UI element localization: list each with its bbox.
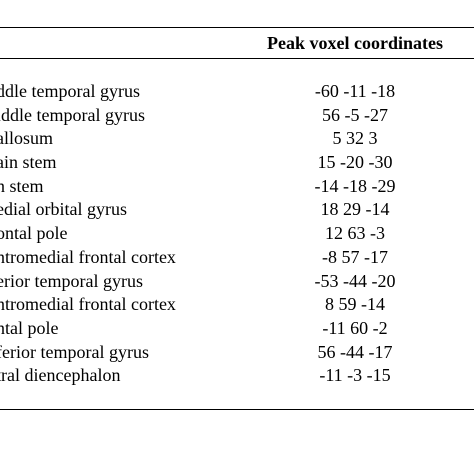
coordinates-cell: 8 59 -14 <box>325 294 385 315</box>
table-header-rule <box>0 58 474 59</box>
coordinates-cell: 5 32 3 <box>332 128 378 149</box>
coordinates-cell: 15 -20 -30 <box>317 152 393 173</box>
region-cell: ferior temporal gyrus <box>0 341 149 362</box>
coordinates-cell: -11 60 -2 <box>322 317 388 338</box>
coordinates-cell: -53 -44 -20 <box>314 270 396 291</box>
region-cell: erior temporal gyrus <box>0 270 143 291</box>
coordinates-cell: 56 -44 -17 <box>317 341 393 362</box>
coordinates-cell: 56 -5 -27 <box>322 104 388 125</box>
table-row: iddle temporal gyrus 56 -5 -27 <box>0 104 474 128</box>
table-row: ntal pole -11 60 -2 <box>0 317 474 341</box>
region-cell: allosum <box>0 128 53 149</box>
table-row: erior temporal gyrus -53 -44 -20 <box>0 270 474 294</box>
coordinates-cell: 18 29 -14 <box>320 199 390 220</box>
region-cell: ddle temporal gyrus <box>0 81 140 101</box>
table-row: ontal pole 12 63 -3 <box>0 222 474 246</box>
column-header-peak-voxel-coordinates: Peak voxel coordinates <box>267 33 443 53</box>
region-cell: ontal pole <box>0 223 68 244</box>
region-cell: ain stem <box>0 152 57 173</box>
region-cell: ntromedial frontal cortex <box>0 294 176 315</box>
coordinates-cell: -14 -18 -29 <box>314 175 396 196</box>
region-cell: ntromedial frontal cortex <box>0 246 176 267</box>
coordinates-cell: 12 63 -3 <box>325 223 385 244</box>
table-top-rule <box>0 27 474 28</box>
coordinates-cell: -8 57 -17 <box>322 246 388 267</box>
table-row: edial orbital gyrus 18 29 -14 <box>0 198 474 222</box>
region-cell: n stem <box>0 175 44 196</box>
table-row: ferior temporal gyrus 56 -44 -17 <box>0 341 474 365</box>
coordinates-cell: -60 -11 -18 <box>314 81 396 101</box>
table-row: allosum 5 32 3 <box>0 127 474 151</box>
region-cell: tral diencephalon <box>0 365 121 386</box>
table-body: ddle temporal gyrus -60 -11 -18 iddle te… <box>0 80 474 388</box>
region-cell: edial orbital gyrus <box>0 199 127 220</box>
table-row: ddle temporal gyrus -60 -11 -18 <box>0 80 474 104</box>
table-row: ntromedial frontal cortex -8 57 -17 <box>0 246 474 270</box>
table-row: ain stem 15 -20 -30 <box>0 151 474 175</box>
table-bottom-rule <box>0 409 474 410</box>
table-row: ntromedial frontal cortex 8 59 -14 <box>0 293 474 317</box>
coordinates-cell: -11 -3 -15 <box>319 365 391 386</box>
table-row: n stem -14 -18 -29 <box>0 175 474 199</box>
table-row: tral diencephalon -11 -3 -15 <box>0 364 474 388</box>
region-cell: ntal pole <box>0 317 59 338</box>
region-cell: iddle temporal gyrus <box>0 104 145 125</box>
